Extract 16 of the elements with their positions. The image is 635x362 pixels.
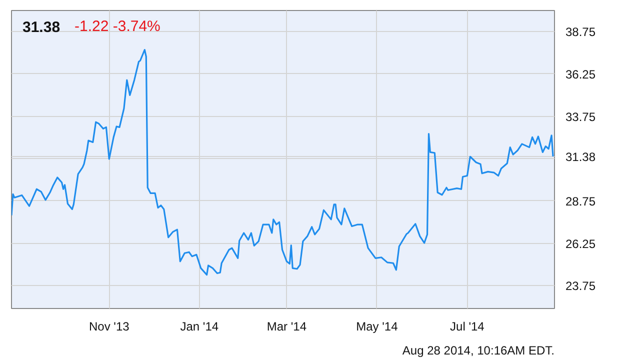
y-tick-label: 31.38 <box>566 150 596 164</box>
y-tick-label: 23.75 <box>566 279 596 294</box>
x-tick-label: May '14 <box>356 320 398 334</box>
y-tick-label: 33.75 <box>566 110 596 124</box>
y-tick-label: 36.25 <box>566 67 596 82</box>
x-tick-label: Nov '13 <box>88 320 130 334</box>
x-tick-label: Jul '14 <box>450 320 485 334</box>
x-tick-label: Jan '14 <box>180 320 219 334</box>
text: 31.38 <box>22 19 60 36</box>
text: -1.22 -3.74% <box>74 18 160 35</box>
y-tick-label: 28.75 <box>566 194 596 208</box>
y-tick-label: 26.25 <box>566 236 596 251</box>
line-series <box>12 48 554 276</box>
x-tick-label: Mar '14 <box>266 320 307 334</box>
y-tick-label: 38.75 <box>566 25 596 40</box>
text: Aug 28 2014, 10:16AM EDT. <box>402 344 555 358</box>
